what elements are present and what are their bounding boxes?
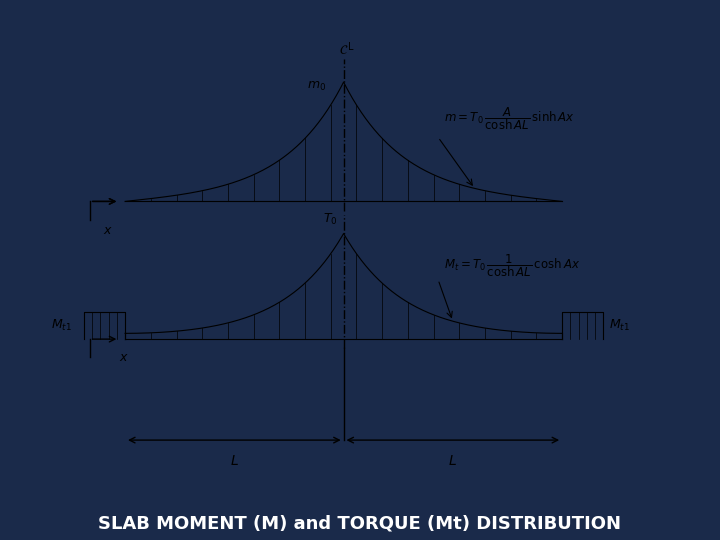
Text: L: L [348,42,354,52]
Text: L: L [230,454,238,468]
Text: L: L [449,454,456,468]
Text: x: x [104,225,111,238]
Text: SLAB MOMENT (M) and TORQUE (Mt) DISTRIBUTION: SLAB MOMENT (M) and TORQUE (Mt) DISTRIBU… [99,515,621,533]
Text: $T_0$: $T_0$ [323,212,338,227]
Text: $M_t = T_0\,\dfrac{1}{\mathrm{cosh}\,AL}\,\mathrm{cosh}\,Ax$: $M_t = T_0\,\dfrac{1}{\mathrm{cosh}\,AL}… [444,252,580,279]
Text: $m = T_0\,\dfrac{A}{\mathrm{cosh}\,AL}\,\mathrm{sinh}\,Ax$: $m = T_0\,\dfrac{A}{\mathrm{cosh}\,AL}\,… [444,105,575,132]
Text: $\mathcal{C}$: $\mathcal{C}$ [339,44,348,57]
Text: x: x [120,350,127,363]
Text: $M_{t1}$: $M_{t1}$ [609,318,630,333]
Text: $m_0$: $m_0$ [307,80,326,93]
Text: $M_{t1}$: $M_{t1}$ [51,318,72,333]
